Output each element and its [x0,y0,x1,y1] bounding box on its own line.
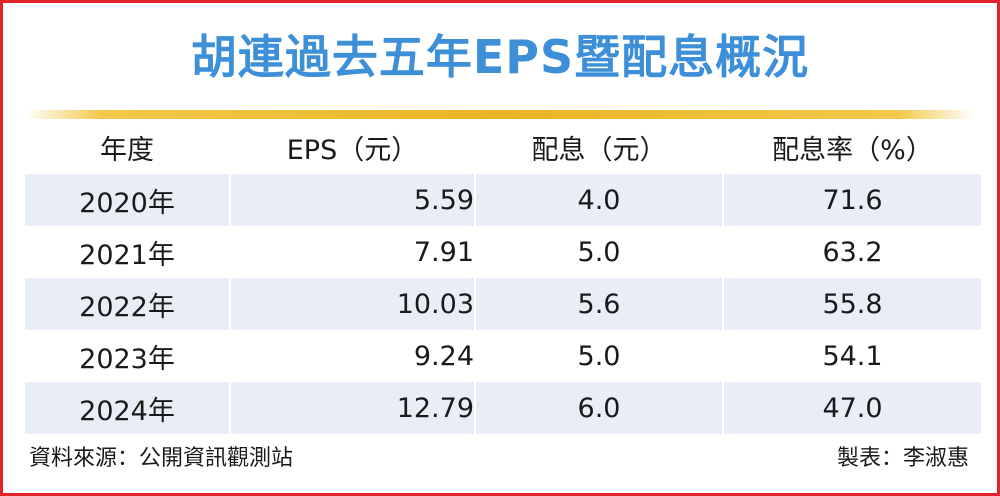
source-note: 資料來源：公開資訊觀測站 [29,446,294,471]
table-row: 2021年 7.91 5.0 63.2 [25,226,981,278]
cell-eps: 10.03 [229,278,475,330]
table-row: 2020年 5.59 4.0 71.6 [25,174,981,226]
table-row: 2024年 12.79 6.0 47.0 [25,382,981,434]
header-dividend: 配息（元） [474,121,723,174]
cell-eps: 9.24 [229,330,475,382]
cell-eps: 5.59 [229,174,475,226]
cell-dividend: 5.6 [474,278,723,330]
cell-payout-ratio: 47.0 [722,382,981,434]
cell-year: 2020年 [25,174,230,226]
header-payout-ratio: 配息率（%） [722,121,981,174]
cell-payout-ratio: 71.6 [722,174,981,226]
credit-note: 製表：李淑惠 [836,446,969,471]
table-header-row: 年度 EPS（元） 配息（元） 配息率（%） [25,121,981,174]
cell-payout-ratio: 55.8 [722,278,981,330]
cell-dividend: 6.0 [474,382,723,434]
cell-year: 2022年 [25,278,230,330]
cell-payout-ratio: 63.2 [722,226,981,278]
cell-dividend: 4.0 [474,174,723,226]
header-eps: EPS（元） [229,121,475,174]
cell-dividend: 5.0 [474,226,723,278]
chart-title: 胡連過去五年EPS暨配息概況 [190,30,810,84]
cell-eps-value: 10.03 [396,288,474,320]
cell-payout-ratio: 54.1 [722,330,981,382]
cell-year: 2021年 [79,239,175,271]
header-year: 年度 [100,135,154,166]
title-underline-bar [25,110,975,119]
cell-eps-value: 9.24 [413,340,474,372]
cell-eps-value: 7.91 [413,236,474,268]
cell-eps: 7.91 [229,226,475,278]
eps-dividend-table: 年度 EPS（元） 配息（元） 配息率（%） 2020年 5.59 4.0 71… [25,121,981,434]
cell-dividend: 5.0 [474,330,723,382]
table-row: 2022年 10.03 5.6 55.8 [25,278,981,330]
cell-eps: 12.79 [229,382,475,434]
table-row: 2023年 9.24 5.0 54.1 [25,330,981,382]
cell-year: 2023年 [79,343,175,375]
cell-year: 2024年 [25,382,230,434]
cell-eps-value: 12.79 [396,392,474,424]
cell-eps-value: 5.59 [413,184,474,216]
